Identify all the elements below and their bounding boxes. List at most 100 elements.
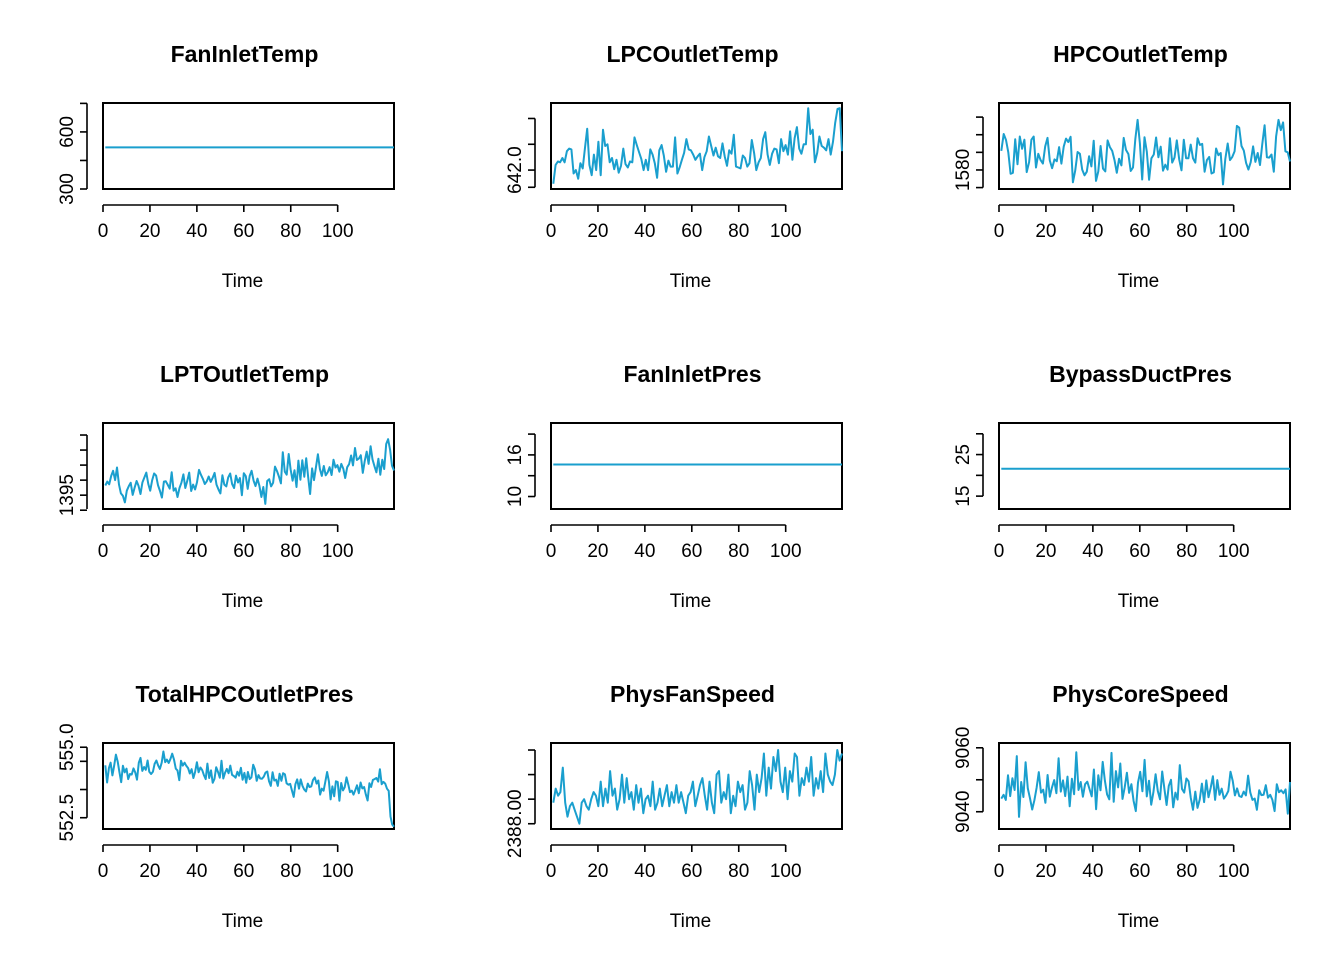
x-axis-label: Time: [222, 271, 264, 292]
plot-frame: [998, 102, 1291, 190]
x-tick-label: 60: [681, 861, 702, 882]
panel-7: TotalHPCOutletPres 0 20 40 60 80 100 Time 552.5 5…: [57, 681, 395, 932]
y-tick-label: 555.0: [57, 723, 78, 771]
x-tick-label: 0: [994, 861, 1005, 882]
x-tick-label: 20: [587, 221, 608, 242]
x-tick-label: 100: [322, 861, 354, 882]
series-line: [552, 107, 843, 184]
panel-title: FanInletPres: [623, 361, 761, 387]
y-tick-label: 15: [953, 486, 974, 507]
x-tick-label: 100: [770, 861, 802, 882]
panel-6: BypassDuctPres 0 20 40 60 80 100 Time 15 25: [953, 361, 1291, 612]
y-tick-label: 300: [57, 173, 78, 205]
x-tick-label: 20: [1035, 861, 1056, 882]
series-line: [104, 750, 395, 828]
x-tick-label: 60: [233, 861, 254, 882]
x-tick-label: 0: [994, 221, 1005, 242]
plot-frame: [550, 422, 843, 510]
x-tick-label: 80: [1176, 221, 1197, 242]
x-tick-label: 80: [728, 861, 749, 882]
x-tick-label: 20: [1035, 541, 1056, 562]
x-tick-label: 20: [587, 541, 608, 562]
y-tick-label: 9060: [953, 727, 974, 769]
x-tick-label: 0: [98, 861, 109, 882]
x-axis-label: Time: [1118, 591, 1160, 612]
x-tick-label: 40: [1082, 861, 1103, 882]
x-tick-label: 20: [587, 861, 608, 882]
plot-frame: [550, 742, 843, 830]
panel-5: FanInletPres 0 20 40 60 80 100 Time 10 16: [505, 361, 843, 612]
x-tick-label: 40: [186, 541, 207, 562]
x-tick-label: 0: [546, 861, 557, 882]
x-tick-label: 60: [1129, 541, 1150, 562]
y-tick-label: 9040: [953, 791, 974, 833]
x-tick-label: 100: [1218, 861, 1250, 882]
x-tick-label: 0: [994, 541, 1005, 562]
x-axis-label: Time: [222, 911, 264, 932]
panel-8: PhysFanSpeed 0 20 40 60 80 100 Time 2388.00: [505, 681, 843, 932]
x-tick-label: 80: [280, 541, 301, 562]
panel-title: LPCOutletTemp: [606, 41, 778, 67]
x-tick-label: 40: [634, 861, 655, 882]
x-tick-label: 40: [186, 221, 207, 242]
x-tick-label: 20: [139, 221, 160, 242]
panel-1: FanInletTemp 0 20 40 60 80 100 Time 300 600: [57, 41, 395, 292]
x-tick-label: 80: [1176, 861, 1197, 882]
y-tick-label: 552.5: [57, 794, 78, 842]
x-tick-label: 80: [280, 861, 301, 882]
y-tick-label: 1395: [57, 474, 78, 516]
series-line: [552, 749, 843, 825]
x-axis-label: Time: [222, 591, 264, 612]
series-line: [1000, 118, 1291, 186]
x-tick-label: 100: [770, 541, 802, 562]
panel-title: BypassDuctPres: [1049, 361, 1232, 387]
x-tick-label: 100: [770, 221, 802, 242]
y-tick-label: 16: [505, 444, 526, 465]
x-tick-label: 0: [98, 541, 109, 562]
x-tick-label: 0: [546, 541, 557, 562]
y-tick-label: 1580: [953, 149, 974, 191]
y-tick-label: 600: [57, 116, 78, 148]
x-tick-label: 20: [139, 541, 160, 562]
x-tick-label: 60: [681, 221, 702, 242]
x-tick-label: 60: [233, 221, 254, 242]
x-tick-label: 60: [1129, 221, 1150, 242]
x-axis-label: Time: [670, 911, 712, 932]
plot-frame: [102, 422, 395, 510]
plot-frame: [102, 102, 395, 190]
x-tick-label: 40: [634, 541, 655, 562]
x-tick-label: 80: [728, 541, 749, 562]
x-axis-label: Time: [1118, 911, 1160, 932]
series-line: [104, 438, 395, 505]
plot-frame: [998, 422, 1291, 510]
x-tick-label: 60: [681, 541, 702, 562]
panel-4: LPTOutletTemp 0 20 40 60 80 100 Time 1395: [57, 361, 395, 612]
series-line: [1000, 751, 1291, 818]
x-axis-label: Time: [670, 271, 712, 292]
panel-title: PhysCoreSpeed: [1052, 681, 1228, 707]
x-tick-label: 100: [322, 541, 354, 562]
panel-title: FanInletTemp: [171, 41, 319, 67]
x-axis-label: Time: [670, 591, 712, 612]
panel-3: HPCOutletTemp 0 20 40 60 80 100 Time 1580: [953, 41, 1291, 292]
x-tick-label: 40: [186, 861, 207, 882]
y-tick-label: 25: [953, 444, 974, 465]
x-tick-label: 40: [634, 221, 655, 242]
x-tick-label: 80: [280, 221, 301, 242]
y-tick-label: 642.0: [505, 146, 526, 194]
x-tick-label: 40: [1082, 541, 1103, 562]
x-tick-label: 40: [1082, 221, 1103, 242]
panel-title: LPTOutletTemp: [160, 361, 329, 387]
x-tick-label: 60: [233, 541, 254, 562]
x-tick-label: 20: [139, 861, 160, 882]
x-tick-label: 80: [1176, 541, 1197, 562]
x-tick-label: 100: [1218, 541, 1250, 562]
panel-9: PhysCoreSpeed 0 20 40 60 80 100 Time 9040 9060: [953, 681, 1291, 932]
panel-title: PhysFanSpeed: [610, 681, 775, 707]
x-tick-label: 100: [322, 221, 354, 242]
panel-title: TotalHPCOutletPres: [135, 681, 353, 707]
x-tick-label: 80: [728, 221, 749, 242]
x-axis-label: Time: [1118, 271, 1160, 292]
x-tick-label: 0: [98, 221, 109, 242]
